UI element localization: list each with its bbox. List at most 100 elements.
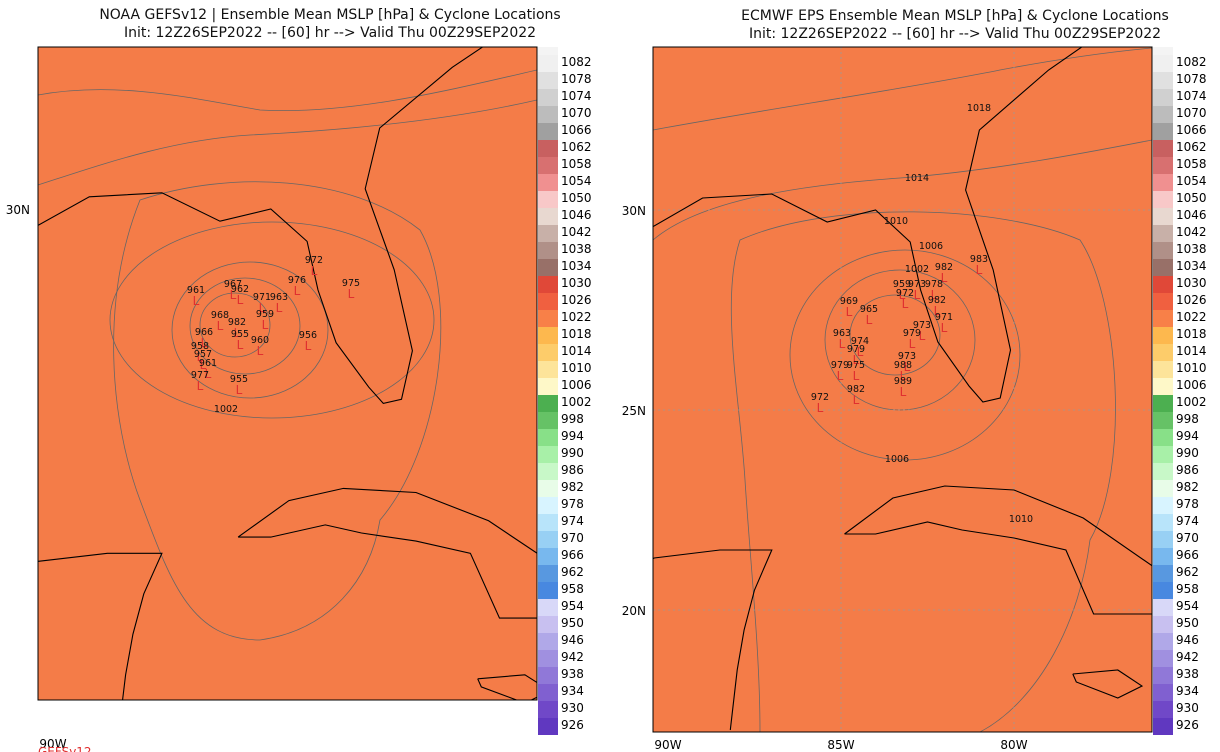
- cyclone-pressure: 977: [191, 370, 209, 381]
- colorbar-label: 1026: [1176, 293, 1207, 307]
- contour-label: 1010: [884, 216, 908, 227]
- colorbar-label: 966: [1176, 548, 1199, 562]
- colorbar-swatch: [538, 650, 558, 667]
- coastline: [653, 549, 773, 731]
- cyclone-pressure: 959: [893, 279, 911, 290]
- coastline: [844, 485, 1152, 615]
- cyclone-pressure: 966: [195, 327, 213, 338]
- colorbar-label: 962: [561, 565, 584, 579]
- colorbar-label: 1070: [561, 106, 592, 120]
- coastline: [237, 487, 537, 619]
- contour-label: 1002: [214, 404, 238, 415]
- colorbar-swatch: [1153, 276, 1173, 293]
- colorbar-swatch: [1153, 718, 1173, 735]
- cyclone-pressure: 989: [894, 376, 912, 387]
- cyclone-marker: L: [899, 288, 906, 302]
- cyclone-pressure: 969: [840, 296, 858, 307]
- colorbar-label: 946: [1176, 633, 1199, 647]
- colorbar-swatch: [1153, 55, 1173, 72]
- colorbar-label: 1022: [1176, 310, 1207, 324]
- cyclone-pressure: 957: [194, 349, 212, 360]
- colorbar-label: 950: [561, 616, 584, 630]
- colorbar-swatch: [1153, 344, 1173, 361]
- cyclone-marker: L: [976, 263, 983, 277]
- cyclone-pressure: 968: [211, 310, 229, 321]
- lon-label: 85W: [827, 738, 854, 752]
- cyclone-pressure: 976: [288, 275, 306, 286]
- colorbar-label: 970: [1176, 531, 1199, 545]
- coastline: [38, 47, 484, 405]
- cyclone-pressure: 971: [253, 292, 271, 303]
- cyclone-marker: L: [311, 264, 318, 278]
- cyclone-pressure: 978: [925, 279, 943, 290]
- colorbar-swatch: [538, 548, 558, 565]
- cyclone-marker: L: [941, 321, 948, 335]
- colorbar-swatch: [538, 123, 558, 140]
- cyclone-marker: L: [900, 369, 907, 383]
- colorbar-label: 978: [1176, 497, 1199, 511]
- cyclone-marker: L: [846, 305, 853, 319]
- lon-label: 90W: [654, 738, 681, 752]
- colorbar-label: 1074: [1176, 89, 1207, 103]
- cyclone-pressure: 955: [230, 374, 248, 385]
- colorbar-label: 986: [561, 463, 584, 477]
- panel-title: ECMWF EPS Ensemble Mean MSLP [hPa] & Cyc…: [741, 8, 1169, 24]
- colorbar-label: 998: [1176, 412, 1199, 426]
- colorbar-swatch: [538, 667, 558, 684]
- colorbar-label: 1018: [561, 327, 592, 341]
- colorbar-swatch: [538, 157, 558, 174]
- cyclone-pressure: 975: [847, 360, 865, 371]
- colorbar-swatch: [538, 55, 558, 72]
- cyclone-pressure: 979: [831, 360, 849, 371]
- colorbar-label: 958: [1176, 582, 1199, 596]
- cyclone-marker: L: [197, 379, 204, 393]
- colorbar-swatch: [1153, 514, 1173, 531]
- colorbar-swatch: [538, 565, 558, 582]
- colorbar-swatch: [538, 497, 558, 514]
- cyclone-marker: L: [201, 336, 208, 350]
- colorbar-label: 1022: [561, 310, 592, 324]
- colorbar-label: 974: [561, 514, 584, 528]
- cyclone-pressure: 961: [199, 358, 217, 369]
- colorbar-label: 1074: [561, 89, 592, 103]
- colorbar-swatch: [1153, 361, 1173, 378]
- colorbar-label: 998: [561, 412, 584, 426]
- colorbar-swatch: [1153, 480, 1173, 497]
- colorbar-label: 1050: [561, 191, 592, 205]
- colorbar-label: 1082: [1176, 55, 1207, 69]
- colorbar-swatch: [538, 225, 558, 242]
- colorbar-swatch: [538, 514, 558, 531]
- cyclone-pressure: 973: [908, 279, 926, 290]
- colorbar-swatch: [538, 480, 558, 497]
- colorbar-label: 954: [1176, 599, 1199, 613]
- cyclone-marker: L: [866, 313, 873, 327]
- panel-title: Init: 12Z26SEP2022 -- [60] hr --> Valid …: [124, 25, 536, 41]
- colorbar-label: 1034: [561, 259, 592, 273]
- cyclone-pressure: 963: [270, 292, 288, 303]
- colorbar-swatch: [1153, 497, 1173, 514]
- colorbar-swatch: [538, 174, 558, 191]
- cyclone-pressure: 973: [898, 351, 916, 362]
- cyclone-marker: L: [931, 288, 938, 302]
- footer: GEFSv12: [38, 745, 92, 752]
- colorbar-swatch: [1153, 327, 1173, 344]
- colorbar-swatch: [538, 89, 558, 106]
- contour-label: 1014: [905, 173, 929, 184]
- colorbar-swatch: [1153, 633, 1173, 650]
- cyclone-pressure: 967: [224, 279, 242, 290]
- colorbar-swatch: [538, 208, 558, 225]
- cyclone-pressure: 956: [299, 330, 317, 341]
- cyclone-marker: L: [909, 337, 916, 351]
- colorbar-swatch: [1153, 174, 1173, 191]
- contour-label: 1002: [905, 264, 929, 275]
- colorbar-swatch: [538, 344, 558, 361]
- colorbar-label: 1030: [561, 276, 592, 290]
- cyclone-pressure: 972: [811, 392, 829, 403]
- cyclone-marker: L: [237, 293, 244, 307]
- colorbar-swatch: [538, 395, 558, 412]
- colorbar-swatch: [538, 242, 558, 259]
- colorbar-label: 990: [561, 446, 584, 460]
- colorbar-swatch: [1153, 684, 1173, 701]
- panel-title: NOAA GEFSv12 | Ensemble Mean MSLP [hPa] …: [99, 7, 560, 23]
